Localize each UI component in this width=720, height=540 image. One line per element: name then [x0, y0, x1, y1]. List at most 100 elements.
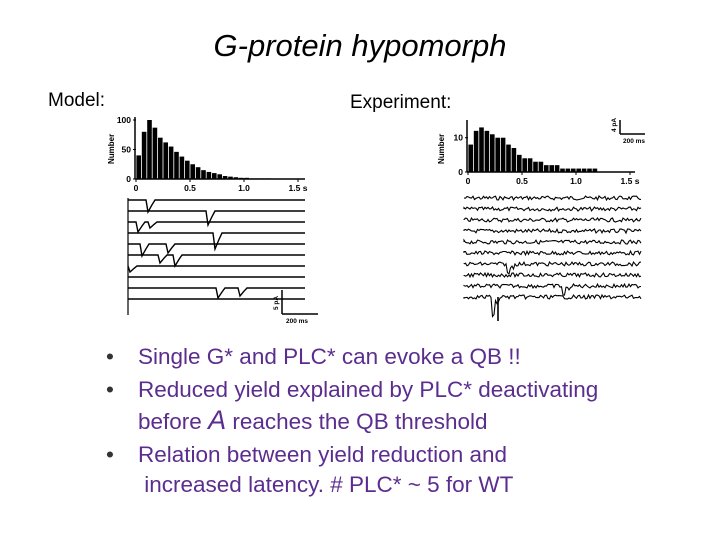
model-trace — [128, 254, 305, 268]
histogram-bar — [217, 174, 222, 179]
bullet-item: • Relation between yield reduction and i… — [106, 442, 514, 497]
x-tick-label: 0 — [134, 183, 139, 193]
experiment-histogram: 0 0.5 1.0 1.5 s 0 10 Number 4 pA 200 ms — [437, 118, 645, 186]
bullet-text: Reduced yield explained by PLC* deactiva… — [138, 377, 599, 402]
model-scale-amplitude: 5 pA — [273, 296, 280, 310]
histogram-bar — [495, 137, 500, 172]
y-tick-label: 0 — [458, 167, 463, 177]
histogram-bar — [527, 158, 533, 172]
model-label: Model: — [48, 90, 106, 111]
histogram-bar — [576, 168, 581, 172]
histogram-bar — [473, 130, 479, 172]
histogram-bar — [581, 168, 587, 172]
histogram-bar — [158, 137, 163, 179]
histogram-bar — [141, 131, 147, 179]
experiment-scale-time: 200 ms — [623, 138, 645, 145]
x-tick-label: 0.5 — [516, 176, 528, 186]
histogram-bar — [206, 171, 212, 179]
x-tick-label: 1.5 s — [621, 176, 640, 186]
histogram-bar — [522, 158, 527, 172]
experiment-trace — [463, 228, 642, 235]
model-histogram-bars — [136, 120, 271, 179]
y-tick-label: 10 — [454, 133, 464, 143]
histogram-bar — [147, 120, 152, 179]
model-trace — [128, 221, 305, 234]
histogram-bar — [179, 156, 185, 179]
experiment-trace — [463, 249, 642, 257]
bullet-item: • Reduced yield explained by PLC* deacti… — [106, 377, 599, 435]
histogram-bar — [468, 144, 473, 172]
histogram-bar — [195, 167, 201, 179]
histogram-bar — [571, 168, 576, 172]
histogram-bar — [560, 168, 565, 172]
histogram-bar — [554, 165, 560, 172]
histogram-bar — [549, 165, 554, 172]
x-tick-label: 0 — [466, 176, 471, 186]
histogram-bar — [484, 130, 490, 172]
experiment-trace — [463, 238, 642, 245]
x-tick-label: 0.5 — [184, 183, 196, 193]
histogram-bar — [479, 127, 484, 172]
experiment-scale-amplitude: 4 pA — [611, 118, 618, 132]
histogram-bar — [500, 137, 506, 172]
model-traces — [127, 198, 305, 315]
x-tick-label: 1.0 — [570, 176, 582, 186]
histogram-bar — [174, 151, 179, 179]
histogram-bar — [185, 160, 190, 179]
experiment-trace — [463, 260, 642, 275]
x-tick-label: 1.5 s — [289, 183, 308, 193]
histogram-bar — [168, 146, 174, 179]
histogram-bar — [517, 154, 522, 172]
bullet-text: before — [138, 409, 202, 434]
model-ylabel: Number — [107, 134, 116, 164]
bullet-text: Relation between yield reduction and — [138, 442, 507, 467]
model-histogram: 0 0.5 1.0 1.5 s 0 50 100 Number — [107, 115, 308, 193]
bullet-list: • Single G* and PLC* can evoke a QB !! •… — [100, 342, 715, 503]
histogram-bar — [190, 164, 195, 179]
experiment-trace — [463, 195, 642, 202]
histogram-bar — [538, 161, 544, 172]
histogram-bar — [565, 168, 571, 172]
experiment-trace — [463, 217, 642, 223]
model-trace — [128, 199, 305, 215]
y-tick-label: 100 — [117, 115, 131, 125]
bullet-text: reaches the QB threshold — [232, 409, 488, 434]
experiment-histogram-bars — [468, 127, 598, 172]
histogram-bar — [152, 127, 158, 179]
histogram-bar — [511, 148, 517, 172]
experiment-trace — [463, 282, 642, 296]
bullet-item: • Single G* and PLC* can evoke a QB !! — [106, 344, 521, 369]
model-trace — [128, 243, 305, 259]
histogram-bar — [587, 168, 592, 172]
histogram-bar — [544, 165, 549, 172]
experiment-trace — [463, 206, 642, 212]
histogram-bar — [592, 168, 598, 172]
experiment-label: Experiment: — [350, 92, 452, 113]
histogram-bar — [228, 176, 233, 179]
bullet-text: increased latency. # PLC* ~ 5 for WT — [144, 472, 514, 497]
histogram-bar — [212, 173, 217, 179]
bullet-text: Single G* and PLC* can evoke a QB !! — [138, 344, 521, 369]
histogram-bar — [163, 142, 168, 179]
model-trace — [128, 210, 305, 228]
histogram-bar — [222, 176, 228, 179]
experiment-traces — [463, 195, 642, 321]
model-trace — [128, 287, 305, 300]
model-scale-time: 200 ms — [286, 318, 308, 325]
histogram-bar — [136, 155, 141, 179]
histogram-bar — [533, 161, 538, 172]
slide-title: G-protein hypomorph — [213, 28, 507, 63]
y-tick-label: 50 — [122, 145, 132, 155]
y-tick-label: 0 — [126, 174, 131, 184]
histogram-bar — [506, 144, 511, 172]
symbol-a: A — [208, 405, 227, 435]
x-tick-label: 1.0 — [238, 183, 250, 193]
experiment-trace — [463, 271, 642, 279]
histogram-bar — [490, 134, 495, 172]
experiment-scale-bar: 4 pA 200 ms — [611, 118, 645, 145]
model-trace — [128, 232, 305, 252]
model-trace — [127, 265, 305, 274]
experiment-trace — [463, 293, 642, 318]
model-scale-bar: 5 pA 200 ms — [273, 290, 318, 325]
histogram-bar — [233, 177, 239, 179]
